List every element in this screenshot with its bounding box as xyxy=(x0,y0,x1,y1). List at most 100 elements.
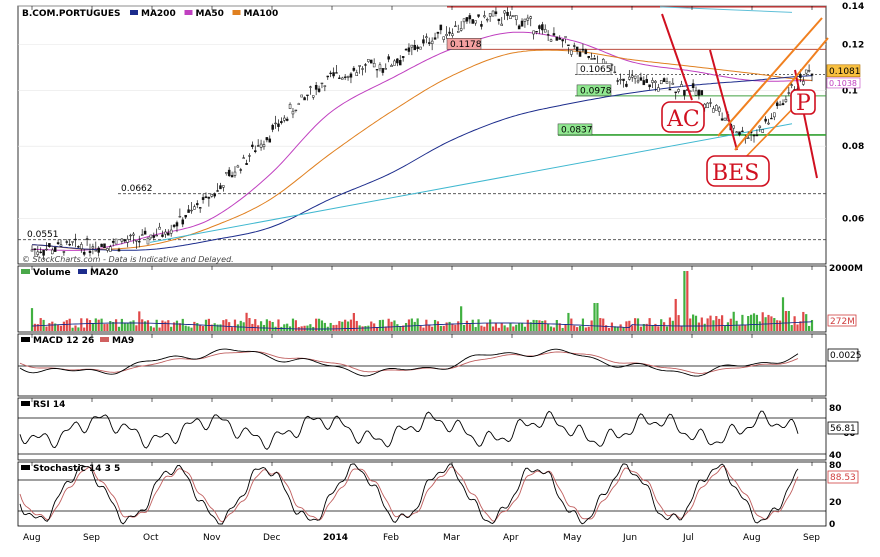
candle-body xyxy=(158,226,161,230)
volume-bar xyxy=(703,323,706,331)
candle-body xyxy=(68,244,71,246)
candle-body xyxy=(352,67,356,71)
candle-body xyxy=(509,15,512,20)
volume-bar xyxy=(109,321,112,331)
volume-bar xyxy=(152,327,155,331)
volume-bar xyxy=(431,326,434,331)
volume-bar xyxy=(387,318,390,331)
candle-body xyxy=(427,42,431,44)
volume-bar xyxy=(335,324,338,331)
ma-price-box xyxy=(826,77,861,89)
candle-body xyxy=(529,16,532,19)
level-tag-label: 0.0551 xyxy=(27,230,59,240)
stoch-tick-0: 0 xyxy=(829,520,835,530)
volume-bar xyxy=(697,322,701,331)
legend-swatch xyxy=(130,10,138,15)
candle-body xyxy=(393,60,396,66)
candle-body xyxy=(201,197,205,200)
candle-body xyxy=(33,248,37,251)
volume-bar xyxy=(520,323,524,331)
candle-body xyxy=(303,97,306,101)
volume-bar xyxy=(364,326,367,331)
volume-bar xyxy=(605,325,608,331)
chart-title: B.COM.PORTUGUES xyxy=(22,9,120,19)
candle-body xyxy=(329,72,332,75)
candle-body xyxy=(538,25,541,29)
candle-body xyxy=(53,247,57,252)
legend-label-ma50: MA50 xyxy=(196,9,224,19)
candle-body xyxy=(657,87,660,92)
candle-body xyxy=(546,34,550,36)
x-tick-label: Mar xyxy=(443,533,460,543)
volume-bar xyxy=(268,320,271,331)
candle-body xyxy=(97,247,100,253)
volume-bar xyxy=(416,318,419,331)
candle-body xyxy=(268,138,272,143)
volume-bar xyxy=(36,324,39,331)
candle-body xyxy=(149,234,153,239)
volume-bar xyxy=(729,318,732,331)
candle-body xyxy=(207,196,211,199)
candle-body xyxy=(630,75,634,78)
volume-bar xyxy=(683,271,686,331)
candle-body xyxy=(126,238,129,243)
volume-bar xyxy=(146,320,150,331)
candle-body xyxy=(404,48,408,51)
candle-body xyxy=(48,243,51,247)
x-tick-label: Feb xyxy=(383,533,399,543)
volume-bar xyxy=(474,327,477,331)
volume-bar xyxy=(552,327,556,331)
volume-bar xyxy=(541,320,544,331)
volume-bar xyxy=(399,326,402,331)
candle-body xyxy=(781,103,785,105)
volume-bar xyxy=(648,318,651,331)
candle-body xyxy=(735,131,738,133)
volume-bar xyxy=(210,324,213,331)
candle-body xyxy=(738,131,741,136)
candle-body xyxy=(770,117,773,120)
candle-body xyxy=(213,193,216,197)
volume-bar xyxy=(239,320,242,331)
candle-body xyxy=(567,44,570,47)
candle-body xyxy=(346,75,350,78)
volume-bar xyxy=(410,318,413,331)
candle-body xyxy=(343,76,347,78)
price-tick-label: 0.1 xyxy=(842,86,858,96)
x-tick-label: 2014 xyxy=(323,533,348,543)
x-tick-label: Dec xyxy=(263,533,280,543)
volume-bar xyxy=(483,326,486,331)
candle-body xyxy=(497,18,501,21)
candle-body xyxy=(764,118,767,122)
volume-bar xyxy=(477,319,480,331)
candle-body xyxy=(691,83,695,89)
candle-body xyxy=(709,102,712,104)
volume-ma20-line xyxy=(31,321,813,330)
volume-bar xyxy=(77,327,80,331)
candle-body xyxy=(590,58,593,60)
watermark: © StockCharts.com - Data is Indicative a… xyxy=(22,255,234,264)
candle-body xyxy=(297,103,301,105)
volume-bar xyxy=(193,321,196,331)
candle-body xyxy=(358,65,361,67)
volume-bar xyxy=(535,320,538,331)
channel-lower-line xyxy=(734,37,829,151)
macd-panel: MACD 12 26 MA9 0.0025 xyxy=(17,333,862,397)
candle-body xyxy=(390,65,393,67)
x-tick-label: Aug xyxy=(743,533,761,543)
candle-body xyxy=(494,11,498,15)
volume-bar xyxy=(30,308,34,331)
volume-bar xyxy=(462,324,466,331)
volume-bar xyxy=(213,323,216,331)
candle-body xyxy=(587,55,590,58)
volume-bar xyxy=(33,323,36,331)
macd-signal-label: MA9 xyxy=(112,336,134,346)
volume-bar xyxy=(68,318,71,331)
candle-body xyxy=(488,13,492,17)
volume-bar xyxy=(135,325,138,331)
candle-body xyxy=(416,46,419,49)
candle-body xyxy=(74,238,77,241)
candle-body xyxy=(616,80,619,82)
volume-bar xyxy=(361,326,364,331)
volume-bar xyxy=(593,303,596,331)
volume-bar xyxy=(613,326,616,331)
